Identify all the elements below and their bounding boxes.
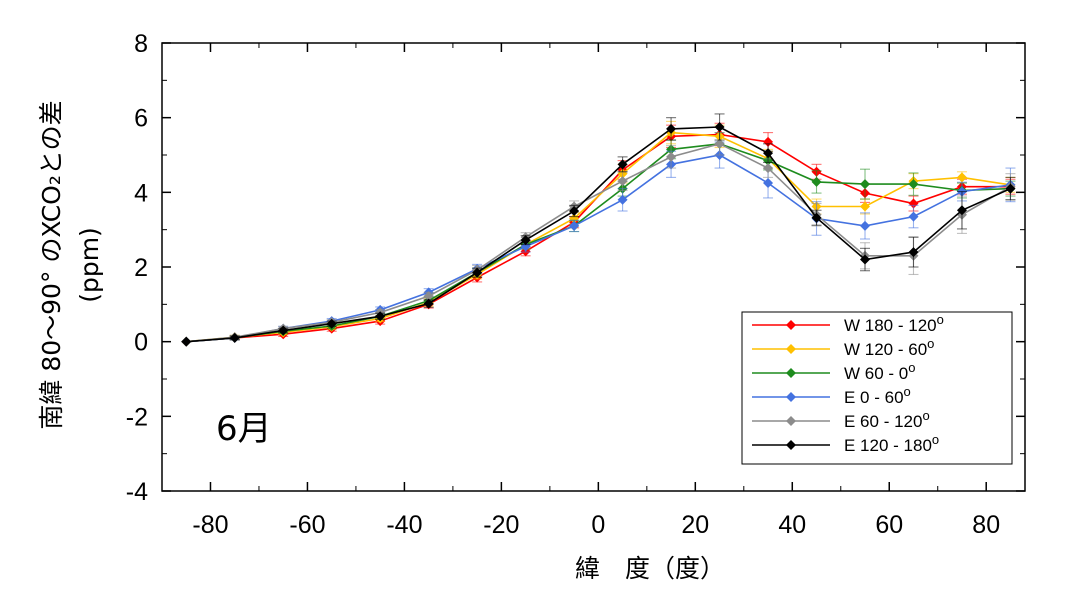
x-tick-label: 60 — [875, 511, 903, 539]
data-point — [472, 267, 483, 278]
data-point — [714, 122, 725, 132]
y-tick-label: 6 — [134, 105, 148, 133]
legend-entry: W 60 - 0o — [752, 360, 915, 383]
legend-label: E 0 - 60o — [844, 384, 911, 407]
y-tick-label: -2 — [126, 403, 148, 431]
x-tick-label: -40 — [386, 511, 422, 539]
legend-box — [741, 311, 1013, 465]
data-point — [763, 178, 774, 188]
series-line — [186, 142, 1011, 343]
legend-swatch-marker — [786, 344, 796, 354]
data-point — [617, 159, 628, 170]
data-point — [617, 176, 628, 187]
series-6 — [181, 113, 1016, 347]
legend-entry: W 120 - 60o — [752, 336, 934, 359]
data-point — [520, 235, 531, 246]
x-axis: -80 -60 -40 -20 0 20 40 60 80 — [161, 43, 1000, 539]
y-tick-label: 8 — [134, 30, 148, 58]
data-point — [860, 254, 871, 265]
x-tick-label: 80 — [972, 511, 1000, 539]
data-point — [763, 163, 774, 174]
legend-label: W 180 - 120o — [844, 312, 944, 335]
x-tick-label: -60 — [289, 511, 325, 539]
x-tick-label: 20 — [681, 511, 709, 539]
legend-label: E 120 - 180o — [844, 432, 939, 455]
series-line — [186, 131, 1011, 343]
data-point — [811, 212, 822, 223]
legend-swatch-marker — [786, 440, 796, 450]
data-point — [714, 138, 725, 149]
series-line — [186, 126, 1011, 343]
data-point — [908, 211, 919, 222]
data-point — [908, 247, 919, 258]
data-point — [956, 172, 967, 183]
data-point — [278, 325, 289, 336]
data-point — [326, 318, 337, 329]
x-axis-title: 緯 度（度） — [575, 554, 725, 583]
data-point — [956, 205, 967, 216]
x-tick-label: 40 — [778, 511, 806, 539]
data-point — [860, 220, 871, 231]
data-point — [908, 198, 919, 209]
y-axis-unit: (ppm) — [75, 227, 104, 303]
series-line — [186, 133, 1011, 343]
legend-swatch-marker — [786, 368, 796, 378]
y-axis-title: 南緯 80～90° のXCO₂との差 — [37, 100, 66, 429]
series-line — [186, 142, 1011, 343]
legend-swatch-marker — [786, 320, 796, 330]
data-point — [666, 123, 677, 134]
data-point — [569, 213, 580, 224]
y-tick-label: 2 — [134, 254, 148, 282]
data-point — [229, 332, 240, 343]
legend-label: E 60 - 120o — [844, 408, 930, 431]
legend-label: W 120 - 60o — [844, 336, 934, 359]
data-point — [1005, 183, 1016, 194]
x-tick-label: -20 — [483, 511, 519, 539]
data-point — [423, 298, 434, 309]
x-tick-label: 0 — [591, 511, 605, 539]
legend-swatch-marker — [786, 392, 796, 402]
data-point — [423, 291, 434, 302]
data-point — [666, 151, 677, 162]
y-axis: -4 -2 0 2 4 6 8 — [126, 30, 1025, 506]
data-point — [763, 148, 774, 159]
series-line — [186, 154, 1011, 343]
data-point — [569, 220, 580, 231]
month-annotation: 6月 — [216, 409, 272, 449]
data-point — [763, 136, 774, 147]
data-point — [181, 336, 192, 347]
legend-entry: E 120 - 180o — [752, 432, 939, 455]
y-tick-label: 4 — [134, 179, 148, 207]
data-point — [375, 311, 386, 322]
legend-swatch-marker — [786, 416, 796, 426]
data-point — [520, 241, 531, 252]
data-point — [569, 206, 580, 216]
data-point — [860, 201, 871, 212]
y-tick-label: 0 — [134, 329, 148, 357]
series-layer — [181, 113, 1016, 347]
legend-entry: E 60 - 120o — [752, 408, 930, 431]
y-tick-label: -4 — [126, 478, 148, 506]
data-point — [908, 179, 919, 190]
data-point — [617, 194, 628, 205]
legend-entry: E 0 - 60o — [752, 384, 911, 407]
legend-entry: W 180 - 120o — [752, 312, 944, 335]
legend-label: W 60 - 0o — [844, 360, 915, 383]
x-tick-label: -80 — [192, 511, 228, 539]
data-point — [811, 176, 822, 187]
data-point — [860, 179, 871, 190]
